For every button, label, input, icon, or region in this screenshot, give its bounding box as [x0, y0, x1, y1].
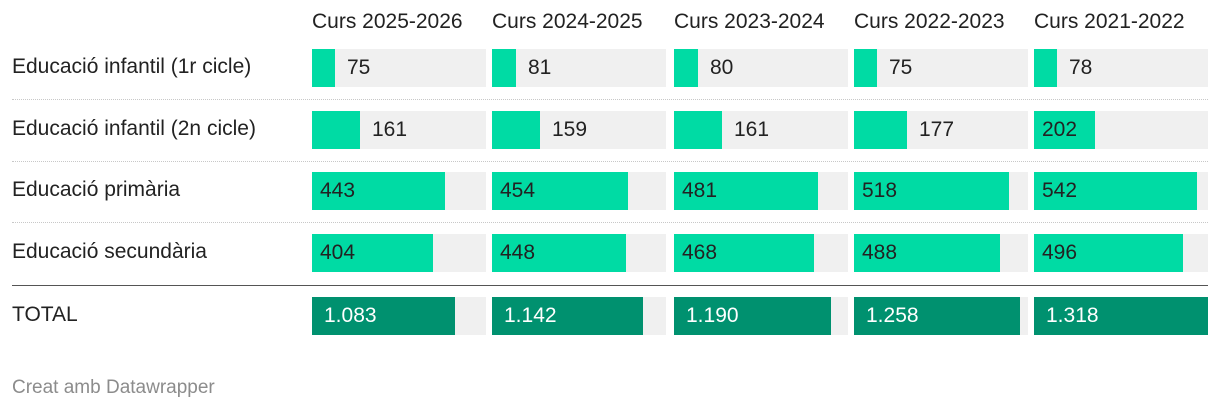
data-label: 1.318 [1046, 304, 1099, 327]
bar [674, 297, 831, 335]
data-label: 161 [372, 118, 408, 141]
bar [674, 111, 722, 149]
bar [854, 49, 877, 87]
bar [312, 49, 335, 87]
data-label: 159 [552, 118, 588, 141]
data-label: 1.142 [504, 304, 557, 327]
bar [492, 111, 540, 149]
bar [854, 234, 1000, 272]
bar [492, 49, 516, 87]
data-label: 454 [500, 179, 536, 202]
row-label: Educació infantil (1r cicle) [12, 55, 252, 78]
data-label: 202 [1042, 118, 1078, 141]
data-label: 1.190 [686, 304, 739, 327]
data-label: 481 [682, 179, 718, 202]
data-label: 488 [862, 241, 898, 264]
column-header: Curs 2021-2022 [1034, 10, 1185, 33]
data-label: 443 [320, 179, 356, 202]
bar [1034, 49, 1057, 87]
bar [312, 297, 455, 335]
data-label: 1.083 [324, 304, 377, 327]
row-label: TOTAL [12, 303, 78, 326]
bar [492, 234, 626, 272]
bar [854, 172, 1009, 210]
bar [1034, 297, 1208, 335]
bar [492, 172, 628, 210]
column-header: Curs 2024-2025 [492, 10, 643, 33]
cell-background [1034, 49, 1208, 87]
data-label: 80 [710, 56, 734, 79]
cell-background [492, 49, 666, 87]
row-label: Educació infantil (2n cicle) [12, 117, 256, 140]
data-label: 81 [528, 56, 552, 79]
bar [854, 297, 1020, 335]
row-label: Educació primària [12, 178, 181, 201]
cell-background [312, 49, 486, 87]
cell-background [854, 49, 1028, 87]
bar [312, 172, 445, 210]
data-label: 404 [320, 241, 356, 264]
data-label: 75 [347, 56, 371, 79]
data-label: 448 [500, 241, 536, 264]
data-label: 78 [1069, 56, 1093, 79]
data-label: 542 [1042, 179, 1078, 202]
bar [674, 234, 814, 272]
cell-background [674, 49, 848, 87]
bar [312, 111, 360, 149]
bar [854, 111, 907, 149]
bar [674, 49, 698, 87]
footer-credit: Creat amb Datawrapper [12, 377, 215, 398]
data-label: 177 [919, 118, 955, 141]
bar [1034, 234, 1183, 272]
data-label: 518 [862, 179, 898, 202]
data-label: 496 [1042, 241, 1078, 264]
column-header: Curs 2022-2023 [854, 10, 1005, 33]
row-separator [12, 99, 1208, 100]
bar [1034, 111, 1095, 149]
bar [312, 234, 433, 272]
data-label: 1.258 [866, 304, 919, 327]
row-separator [12, 284, 1208, 286]
bar [674, 172, 818, 210]
data-label: 161 [734, 118, 770, 141]
row-separator [12, 160, 1208, 162]
row-label: Educació secundària [12, 240, 207, 263]
row-separator [12, 222, 1208, 223]
column-header: Curs 2025-2026 [312, 10, 463, 33]
data-label: 468 [682, 241, 718, 264]
bar [492, 297, 643, 335]
column-header: Curs 2023-2024 [674, 10, 825, 33]
data-label: 75 [889, 56, 913, 79]
bar [1034, 172, 1197, 210]
